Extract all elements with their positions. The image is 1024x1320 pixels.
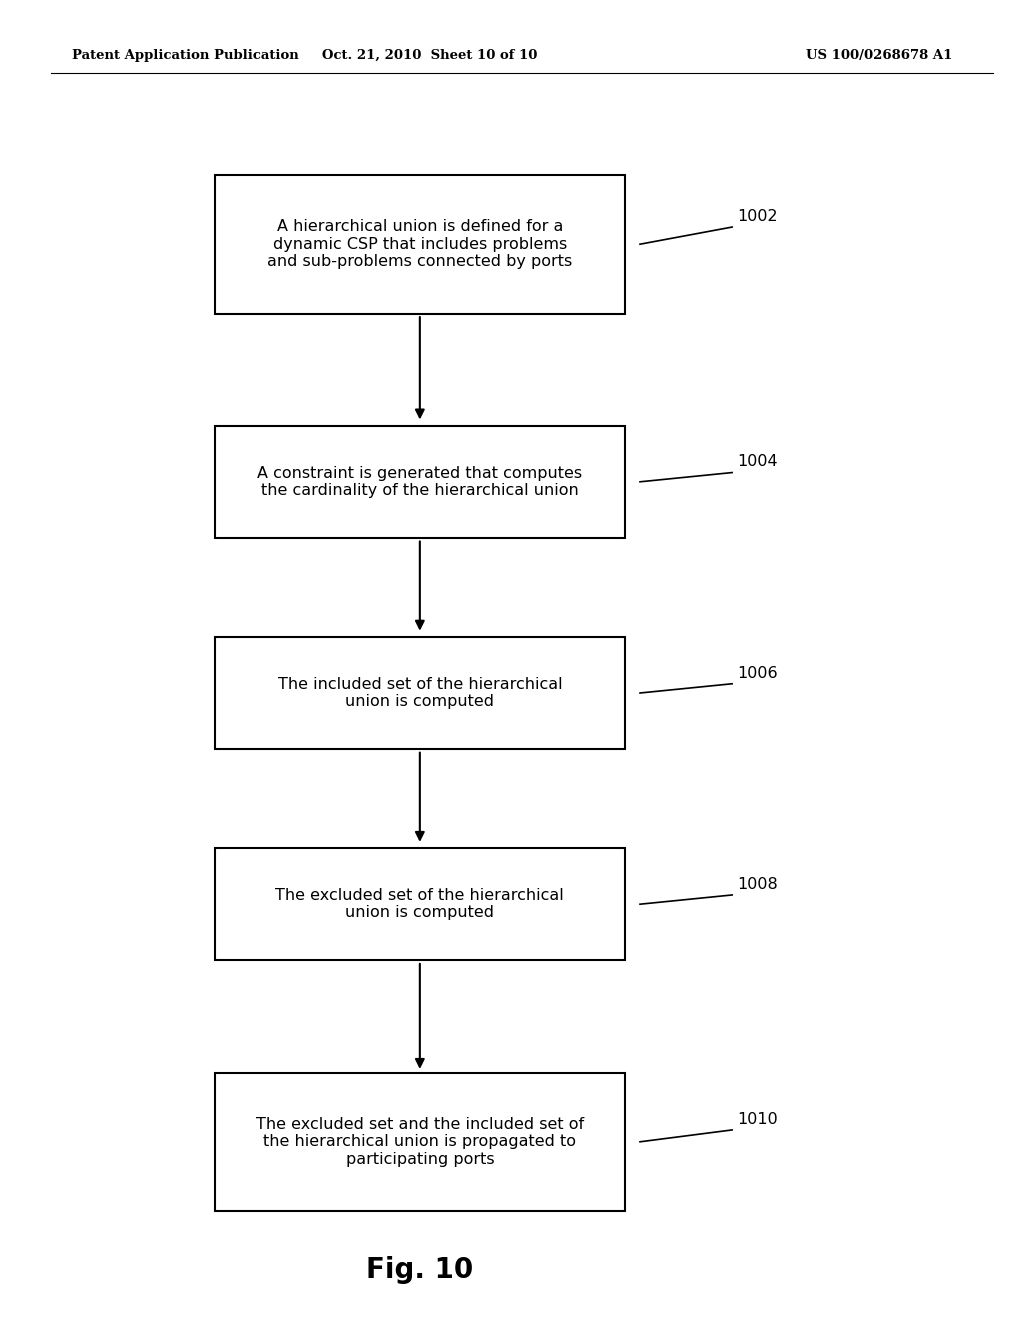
- FancyBboxPatch shape: [215, 1072, 625, 1212]
- FancyBboxPatch shape: [215, 425, 625, 539]
- Text: The excluded set and the included set of
the hierarchical union is propagated to: The excluded set and the included set of…: [256, 1117, 584, 1167]
- Text: 1002: 1002: [737, 209, 778, 224]
- Text: 1004: 1004: [737, 454, 778, 470]
- Text: The included set of the hierarchical
union is computed: The included set of the hierarchical uni…: [278, 677, 562, 709]
- FancyBboxPatch shape: [215, 638, 625, 750]
- Text: US 100/0268678 A1: US 100/0268678 A1: [806, 49, 952, 62]
- Text: Patent Application Publication: Patent Application Publication: [72, 49, 298, 62]
- Text: A constraint is generated that computes
the cardinality of the hierarchical unio: A constraint is generated that computes …: [257, 466, 583, 498]
- Text: A hierarchical union is defined for a
dynamic CSP that includes problems
and sub: A hierarchical union is defined for a dy…: [267, 219, 572, 269]
- Text: Fig. 10: Fig. 10: [367, 1255, 473, 1284]
- FancyBboxPatch shape: [215, 847, 625, 961]
- Text: Oct. 21, 2010  Sheet 10 of 10: Oct. 21, 2010 Sheet 10 of 10: [323, 49, 538, 62]
- Text: The excluded set of the hierarchical
union is computed: The excluded set of the hierarchical uni…: [275, 888, 564, 920]
- FancyBboxPatch shape: [215, 176, 625, 314]
- Text: 1006: 1006: [737, 665, 778, 681]
- Text: 1008: 1008: [737, 876, 778, 892]
- Text: 1010: 1010: [737, 1111, 778, 1127]
